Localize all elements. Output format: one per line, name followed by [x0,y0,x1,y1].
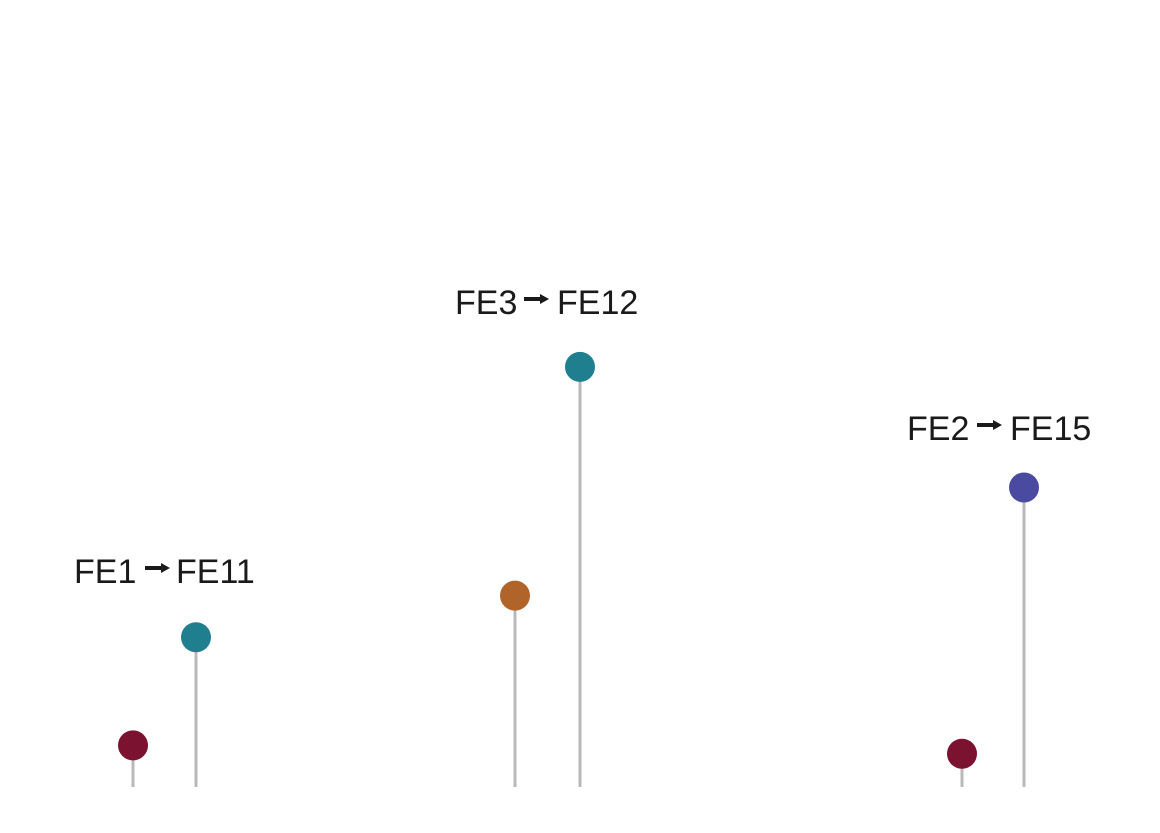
annotation-to-fe11: FE11 [176,553,255,591]
lollipop-head-p6 [1009,472,1039,503]
annotation-from-fe2: FE2 [907,410,969,448]
annotation-from-fe3: FE3 [455,284,517,322]
stems-layer [131,366,1026,787]
annotation-to-fe15: FE15 [1010,410,1091,448]
lollipop-head-p4 [565,351,595,382]
arrow-icon [145,563,170,573]
arrow-icon [977,420,1002,430]
lollipop-head-p3 [500,580,530,611]
annotation-from-fe1: FE1 [74,553,136,591]
arrow-icon [524,294,549,304]
lollipop-head-p1 [118,730,148,761]
annotation-to-fe12: FE12 [557,284,638,322]
annotations-layer: FE1 FE11 FE3 FE12 FE2 FE15 [74,284,1091,591]
lollipop-head-p2 [181,622,211,653]
heads-layer [118,351,1039,769]
lollipop-head-p5 [947,738,977,769]
